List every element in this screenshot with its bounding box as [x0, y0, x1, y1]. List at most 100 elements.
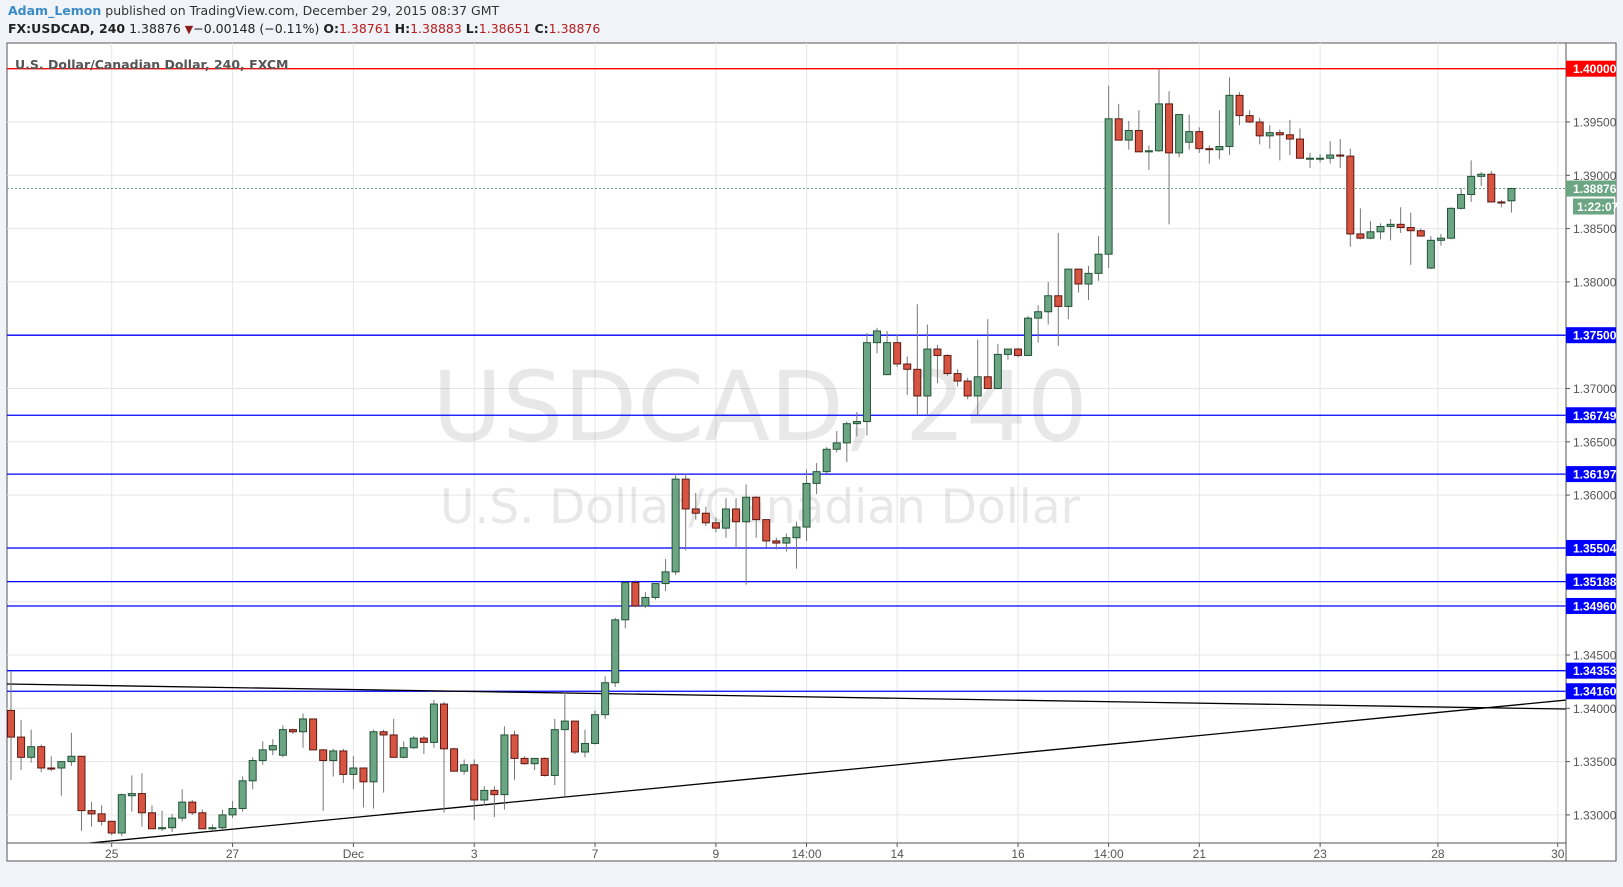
candle-up [1094, 253, 1103, 274]
candle-down [983, 376, 992, 389]
close-label: C: [534, 21, 549, 36]
candle-down [933, 348, 942, 356]
candle-down [631, 582, 640, 607]
candle-up [1003, 348, 1012, 355]
open-value: 1.38761 [338, 21, 391, 36]
candle-up [1104, 118, 1113, 255]
candle-down [1245, 115, 1254, 123]
candle-up [1507, 188, 1516, 202]
candle-down [701, 512, 710, 524]
candle-down [1165, 103, 1174, 154]
candle-up [822, 448, 831, 473]
candle-down [1487, 173, 1496, 203]
current-price-badge [1566, 180, 1616, 197]
time-tick-label: Dec [343, 847, 364, 861]
candle-down [47, 767, 56, 770]
candle-down [379, 731, 388, 736]
candle-down [1054, 295, 1063, 307]
candle-up [873, 330, 882, 344]
candle-down [963, 380, 972, 397]
candle-up [399, 747, 408, 758]
price-level-label: 1.36197 [1573, 468, 1617, 482]
price-tick-label: 1.36000 [1573, 489, 1617, 503]
candle-up [228, 808, 237, 816]
candle-down [1074, 268, 1083, 285]
candle-down [490, 789, 499, 796]
candle-up [1316, 157, 1325, 160]
candle-up [27, 746, 36, 758]
time-tick-label: 27 [226, 847, 240, 861]
candle-up [299, 718, 308, 733]
price-level-label: 1.37500 [1573, 329, 1617, 343]
candle-up [168, 817, 177, 829]
candle-up [369, 731, 378, 783]
price-level-badge [1566, 327, 1616, 344]
time-tick-label: 16 [1011, 847, 1025, 861]
price-tick-label: 1.34000 [1573, 702, 1617, 716]
time-tick-label: 21 [1193, 847, 1207, 861]
low-value: 1.38651 [478, 21, 531, 36]
candle-up [923, 348, 932, 397]
watermark-name: U.S. Dollar/Canadian Dollar [440, 480, 1081, 535]
price-tick-label: 1.38000 [1573, 275, 1617, 289]
candle-up [1326, 154, 1335, 159]
candle-down [440, 703, 449, 750]
candle-down [1416, 230, 1425, 237]
candle-up [1154, 103, 1163, 152]
candle-up [1124, 130, 1133, 141]
candle-up [1467, 175, 1476, 195]
price-tick-label: 1.34500 [1573, 649, 1617, 663]
candle-down [943, 354, 952, 375]
candle-up [480, 789, 489, 801]
candle-down [389, 734, 398, 758]
candle-up [158, 827, 167, 830]
candle-up [329, 750, 338, 762]
candle-up [218, 814, 227, 829]
price-level-badge [1566, 466, 1616, 483]
candle-down [1346, 155, 1355, 235]
countdown-badge [1573, 198, 1614, 215]
low-label: L: [465, 21, 479, 36]
time-tick-label: 3 [471, 847, 478, 861]
candle-up [208, 827, 217, 830]
candle-down [772, 540, 781, 544]
time-tick-label: 14 [890, 847, 904, 861]
candle-up [550, 729, 559, 776]
candle-down [1255, 121, 1264, 137]
candle-down [893, 342, 902, 365]
symbol-info-bar: FX:USDCAD, 240 1.38876 ▼−0.00148 (−0.11%… [8, 21, 600, 36]
candle-up [883, 342, 892, 376]
price-level-badge [1566, 60, 1616, 77]
author-link[interactable]: Adam_Lemon [8, 3, 102, 18]
candle-down [681, 478, 690, 510]
candle-up [580, 742, 589, 753]
candle-up [268, 745, 277, 751]
candle-down [1295, 138, 1304, 159]
candle-down [1336, 154, 1345, 157]
candle-up [178, 801, 187, 819]
candle-up [117, 794, 126, 834]
candle-down [903, 363, 912, 370]
candle-up [1426, 239, 1435, 269]
candle-down [339, 750, 348, 775]
price-tick-label: 1.39000 [1573, 169, 1617, 183]
candle-down [570, 720, 579, 753]
candle-up [742, 496, 751, 523]
candle-down [752, 496, 761, 521]
price-level-badge [1566, 683, 1616, 700]
candle-down [107, 820, 116, 834]
candle-up [621, 582, 630, 621]
time-tick-label: 7 [592, 847, 599, 861]
candle-down [198, 812, 207, 830]
candle-up [1477, 173, 1486, 177]
symbol-label: FX:USDCAD, 240 [8, 21, 126, 36]
candle-up [127, 793, 136, 797]
candle-up [258, 749, 267, 762]
candle-up [530, 757, 539, 765]
candle-up [842, 423, 851, 444]
candle-up [1024, 317, 1033, 356]
price-level-badge [1566, 662, 1616, 679]
candle-up [1265, 132, 1274, 137]
candle-up [1044, 295, 1053, 313]
